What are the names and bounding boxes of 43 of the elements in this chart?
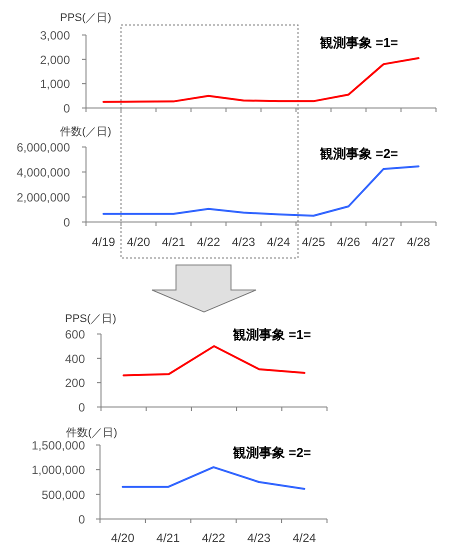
x-tick-label: 4/20 xyxy=(111,531,135,545)
y-tick-label: 400 xyxy=(64,352,86,366)
x-tick-label: 4/24 xyxy=(292,531,316,545)
y-tick-label: 4,000,000 xyxy=(16,166,70,180)
y-tick-label: 1,500,000 xyxy=(32,438,86,452)
x-tick-label: 4/27 xyxy=(372,235,396,249)
annotation: 観測事象 =2= xyxy=(232,445,312,460)
line-series xyxy=(122,466,306,490)
x-tick-label: 4/23 xyxy=(247,531,271,545)
annotation: 観測事象 =1= xyxy=(319,35,398,50)
y-tick-label: 200 xyxy=(64,376,86,390)
y-tick-label: 3,000 xyxy=(40,28,70,42)
x-tick-label: 4/22 xyxy=(202,531,226,545)
y-axis-title: 件数(／日) xyxy=(60,126,112,138)
y-tick-label: 1,000,000 xyxy=(32,463,86,478)
y-tick-label: 600 xyxy=(64,328,86,342)
line-series xyxy=(122,345,306,376)
x-tick-label: 4/28 xyxy=(406,235,430,249)
y-tick-label: 6,000,000 xyxy=(16,140,70,154)
x-tick-label: 4/22 xyxy=(196,235,220,249)
y-tick-label: 1,000 xyxy=(40,77,70,92)
y-tick-label: 0 xyxy=(78,400,86,414)
y-axis-title: PPS(／日) xyxy=(60,12,112,24)
x-tick-label: 4/19 xyxy=(92,235,116,249)
annotation: 観測事象 =2= xyxy=(319,146,398,161)
x-tick-label: 4/21 xyxy=(156,531,180,545)
y-tick-label: 2,000,000 xyxy=(16,190,70,204)
y-tick-label: 0 xyxy=(63,216,70,230)
y-tick-label: 2,000 xyxy=(40,52,70,67)
x-tick-label: 4/23 xyxy=(232,235,256,249)
y-tick-label: 500,000 xyxy=(42,488,86,502)
x-tick-label: 4/25 xyxy=(302,235,326,249)
annotation: 観測事象 =1= xyxy=(232,327,312,342)
y-tick-label: 0 xyxy=(63,102,70,116)
y-axis-title: PPS(／日) xyxy=(65,313,116,325)
y-axis-title: 件数(／日) xyxy=(66,427,118,439)
x-tick-label: 4/26 xyxy=(336,235,360,249)
line-series xyxy=(102,57,420,103)
line-series xyxy=(102,165,420,217)
x-tick-label: 4/24 xyxy=(266,235,290,249)
x-tick-label: 4/21 xyxy=(162,235,186,249)
x-tick-label: 4/20 xyxy=(126,235,150,249)
y-tick-label: 0 xyxy=(78,512,86,526)
